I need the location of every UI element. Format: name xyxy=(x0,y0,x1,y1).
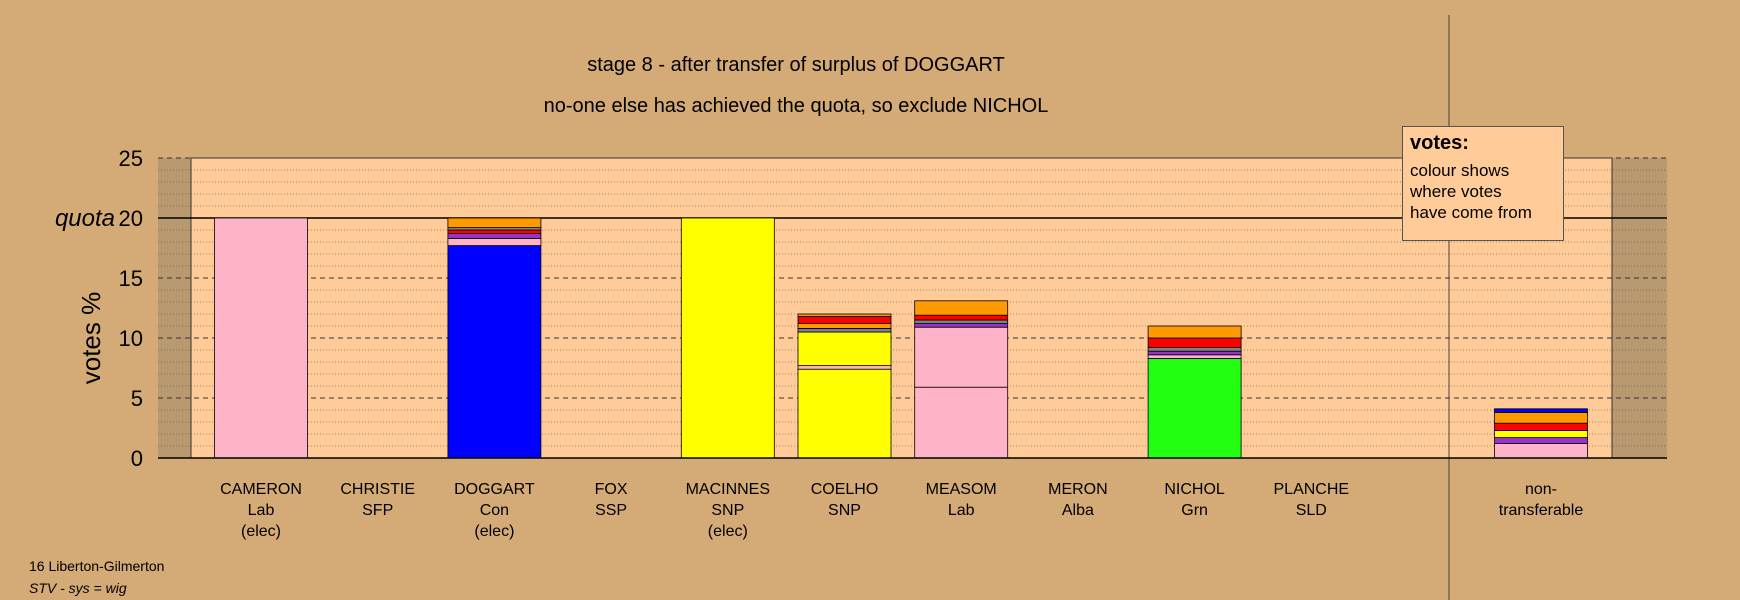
chart-subtitle: no-one else has achieved the quota, so e… xyxy=(544,95,1049,117)
bar-segment xyxy=(1494,408,1588,413)
bar-segment xyxy=(680,217,775,459)
y-tick-label: 15 xyxy=(119,266,143,291)
legend-line: colour shows xyxy=(1410,161,1510,180)
category-label: NICHOL xyxy=(1164,481,1225,498)
bar-segment xyxy=(447,229,542,234)
bar-segment xyxy=(797,331,892,366)
y-tick-label: 25 xyxy=(119,146,143,171)
legend-line: where votes xyxy=(1410,182,1502,201)
bar-segment xyxy=(1494,422,1588,431)
bar-segment xyxy=(1147,357,1242,459)
legend-box: votes: colour shows where votes have com… xyxy=(1402,126,1564,241)
category-label: MACINNES xyxy=(686,481,770,498)
category-label: SNP xyxy=(828,502,861,519)
category-label: SFP xyxy=(362,502,393,519)
ward-name: 16 Liberton-Gilmerton xyxy=(29,558,165,574)
bar-segment xyxy=(797,313,892,317)
bar-segment xyxy=(1147,337,1242,349)
category-label: Alba xyxy=(1062,502,1094,519)
quota-label: quota xyxy=(55,205,115,232)
bar-segment xyxy=(1147,350,1242,356)
y-axis: 0 5 10 15 20 25 quota xyxy=(55,146,1667,471)
y-tick-label: 20 xyxy=(119,206,143,231)
y-tick-label: 5 xyxy=(131,386,143,411)
category-label: Lab xyxy=(248,502,275,519)
bar-segment xyxy=(1494,429,1588,438)
bar-segment xyxy=(1494,437,1588,445)
bar-segment xyxy=(797,365,892,370)
category-label: SLD xyxy=(1296,502,1327,519)
chart-title: stage 8 - after transfer of surplus of D… xyxy=(587,54,1005,76)
bar-segment xyxy=(914,386,1009,459)
plot-margin-right xyxy=(1612,158,1667,458)
plot-background xyxy=(158,157,1667,459)
category-label: FOX xyxy=(595,481,628,498)
bar-segment xyxy=(797,368,892,459)
plot-margin-left xyxy=(158,158,191,458)
y-tick-label: 10 xyxy=(119,326,143,351)
y-tick-label: 0 xyxy=(131,446,143,471)
category-label: (elec) xyxy=(241,523,281,540)
bar-segment xyxy=(914,319,1009,324)
bar-segment xyxy=(797,327,892,333)
bar-segment xyxy=(447,217,542,228)
category-label: Lab xyxy=(948,502,975,519)
y-axis-label: votes % xyxy=(76,292,106,385)
bar-segment xyxy=(214,217,308,459)
bar-segment xyxy=(447,233,542,239)
category-label: (elec) xyxy=(708,523,748,540)
category-label: CHRISTIE xyxy=(340,481,415,498)
category-label: PLANCHE xyxy=(1274,481,1350,498)
category-label: MERON xyxy=(1048,481,1108,498)
category-label: Con xyxy=(480,502,509,519)
bar-segment xyxy=(1147,354,1242,359)
bar-segment xyxy=(914,323,1009,328)
nontransferable-label: transferable xyxy=(1499,502,1584,519)
category-label: Grn xyxy=(1181,502,1208,519)
nontransferable-label: non- xyxy=(1525,481,1557,498)
category-labels: CAMERON Lab (elec) CHRISTIE SFP DOGGART Con (el… xyxy=(220,481,1583,540)
bar-segment xyxy=(914,326,1009,388)
system-label: STV - sys = wig xyxy=(29,580,127,596)
bar-segment xyxy=(447,237,542,246)
bar-stacks xyxy=(214,217,1588,459)
category-label: DOGGART xyxy=(454,481,535,498)
category-label: COELHO xyxy=(811,481,879,498)
bar-segment xyxy=(447,245,542,459)
bar-segment xyxy=(1494,443,1588,459)
legend-line: have come from xyxy=(1410,203,1532,222)
category-label: (elec) xyxy=(474,523,514,540)
bar-segment xyxy=(797,315,892,324)
bar-segment xyxy=(914,314,1009,321)
category-label: SSP xyxy=(595,502,627,519)
category-label: CAMERON xyxy=(220,481,302,498)
bar-segment xyxy=(1147,347,1242,352)
plot-area xyxy=(190,157,1613,459)
bar-segment xyxy=(914,300,1009,316)
category-label: MEASOM xyxy=(926,481,997,498)
category-label: SNP xyxy=(711,502,744,519)
bar-segment xyxy=(1147,325,1242,339)
legend-title: votes: xyxy=(1410,132,1469,154)
bar-segment xyxy=(797,323,892,329)
bar-segment xyxy=(1494,411,1588,424)
